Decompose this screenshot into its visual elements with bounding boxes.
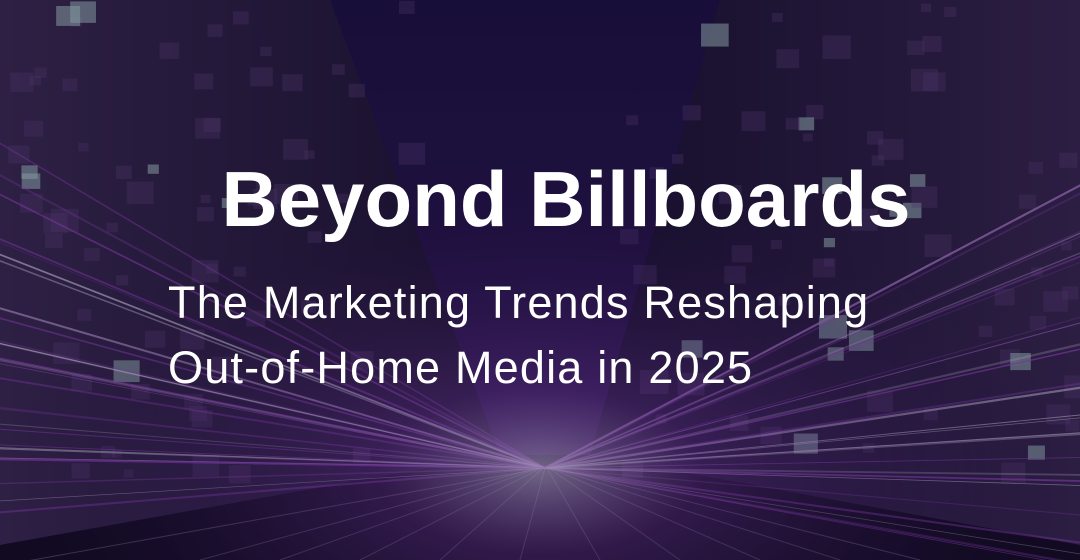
subtitle-line: Out-of-Home Media in 2025: [168, 342, 753, 393]
subtitle-line: The Marketing Trends Reshaping: [168, 277, 869, 328]
title: Beyond Billboards: [221, 155, 910, 243]
